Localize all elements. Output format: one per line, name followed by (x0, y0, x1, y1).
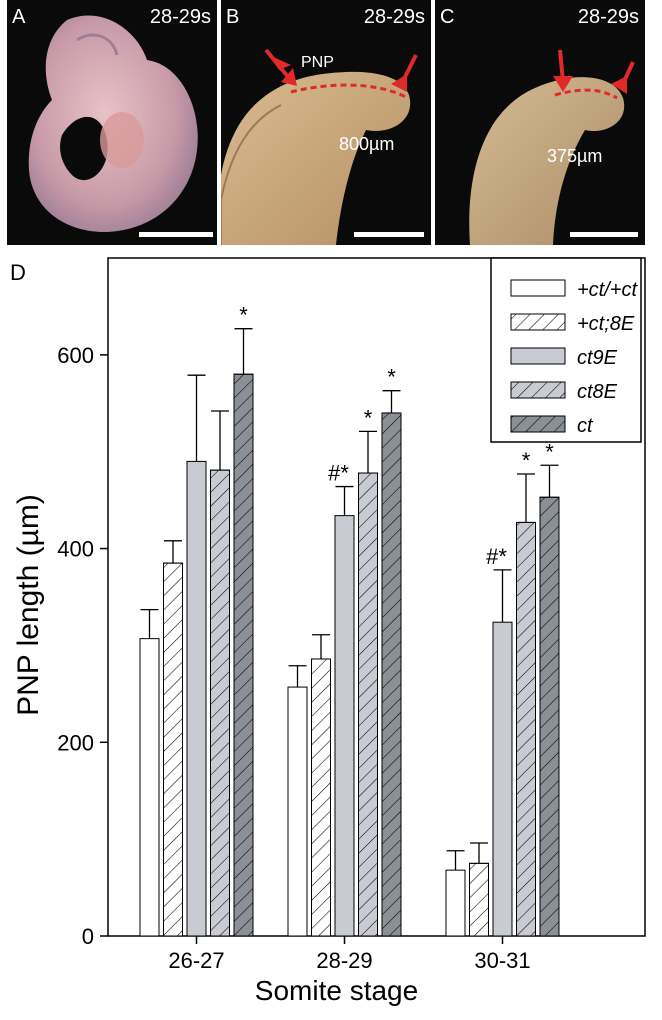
bar-hatch (233, 373, 254, 937)
pnp-measurement: 375µm (547, 146, 603, 166)
y-axis-label: PNP length (µm) (12, 494, 45, 716)
significance-mark: * (522, 448, 531, 473)
panel-label: B (226, 6, 240, 28)
x-tick-label: 28-29 (316, 948, 372, 973)
bar-hatch (516, 521, 536, 937)
y-tick-label: 200 (57, 730, 94, 755)
legend-label: +ct;8E (577, 313, 635, 335)
legend-label: ct9E (577, 347, 618, 369)
significance-mark: * (545, 439, 554, 464)
pnp-length-bar-chart: D 0 200 400 600 PNP length (µm) * 26-27 #* * * 28-2… (10, 257, 646, 1006)
legend-swatch (510, 347, 566, 365)
significance-mark: #* (486, 544, 507, 569)
legend-label: ct8E (577, 381, 618, 403)
pnp-measurement: 800µm (339, 134, 395, 154)
bar-hatch (163, 562, 183, 937)
panel-label: A (12, 6, 26, 28)
y-tick-label: 600 (57, 343, 94, 368)
bar (334, 515, 355, 937)
bar-hatch (210, 469, 230, 937)
scale-bar (139, 232, 213, 237)
embryo-image-c: C 28-29s 375µm (435, 0, 645, 245)
pnp-annotation: PNP (301, 54, 334, 71)
legend-swatch (510, 279, 566, 297)
legend-label: ct (577, 415, 594, 437)
bar-hatch (381, 412, 402, 937)
y-tick-label: 0 (82, 924, 94, 949)
bar-hatch (469, 862, 489, 937)
bar-hatch (311, 658, 331, 937)
significance-mark: * (387, 365, 396, 390)
somite-stage-label: 28-29s (149, 6, 211, 28)
significance-mark: * (364, 405, 373, 430)
bar (139, 638, 160, 937)
panel-label-d: D (10, 260, 26, 285)
bar (287, 686, 308, 937)
embryo-b-illustration (221, 48, 418, 245)
bar (445, 869, 466, 937)
y-tick-label: 400 (57, 537, 94, 562)
legend-label: +ct/+ct (577, 279, 638, 301)
significance-mark: * (239, 303, 248, 328)
legend-swatch-hatch (510, 381, 566, 399)
x-tick-label: 30-31 (474, 948, 530, 973)
legend-swatch-hatch (510, 313, 566, 331)
somite-stage-label: 28-29s (577, 6, 639, 28)
bar (492, 621, 513, 937)
somite-stage-label: 28-29s (363, 6, 425, 28)
x-tick-label: 26-27 (168, 948, 224, 973)
bar (186, 460, 207, 937)
embryo-a-illustration (28, 15, 198, 233)
panel-label: C (440, 6, 455, 28)
bar-hatch (358, 472, 378, 937)
significance-mark: #* (328, 461, 349, 486)
embryo-c-illustration (469, 49, 635, 245)
scale-bar (570, 232, 638, 237)
embryo-image-b: B 28-29s PNP 800µm (221, 0, 431, 245)
x-axis-label: Somite stage (255, 975, 418, 1006)
legend-swatch-hatch (510, 415, 566, 433)
bar-hatch (539, 496, 560, 937)
embryo-image-a: A 28-29s (7, 0, 217, 245)
scale-bar (354, 232, 424, 237)
